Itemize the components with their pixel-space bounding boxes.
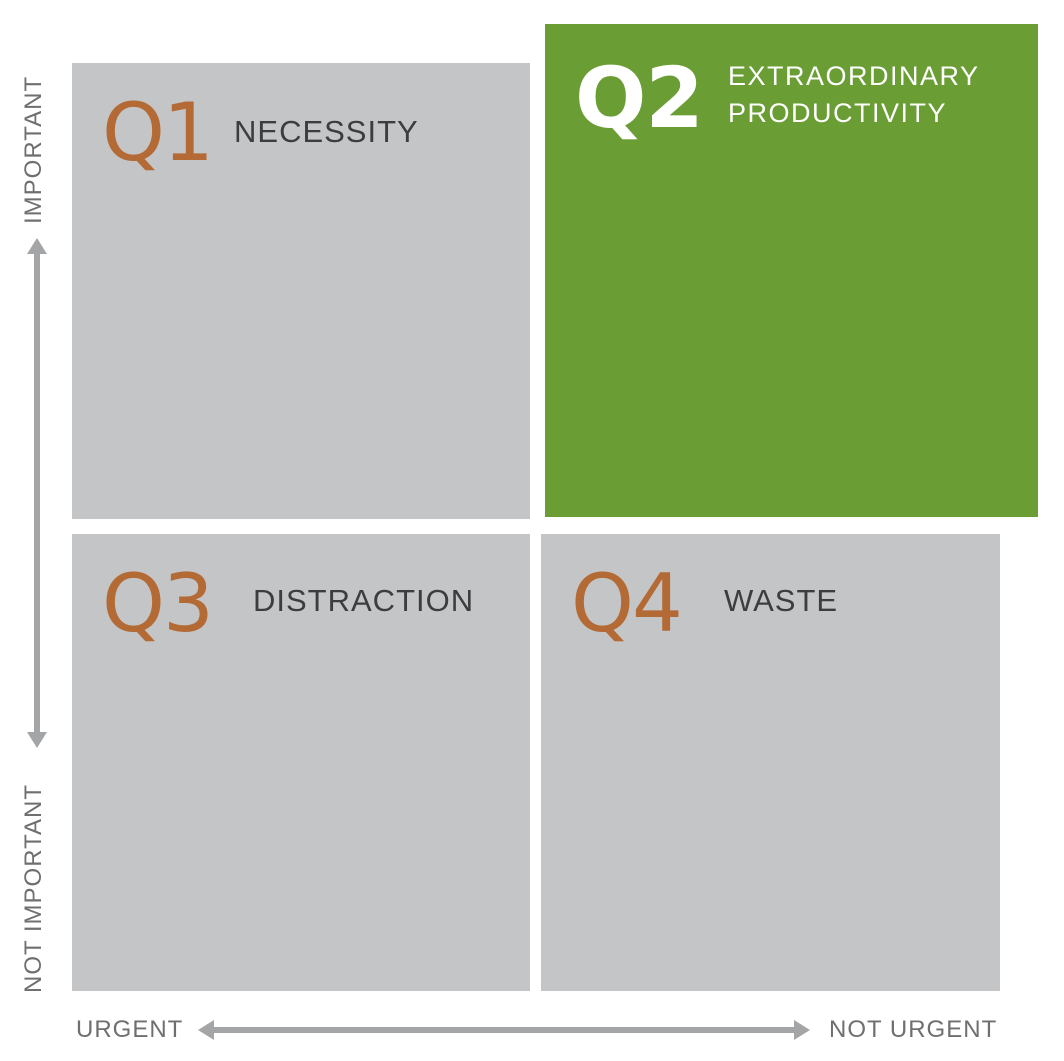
quadrant-q2: Q2 EXTRAORDINARY PRODUCTIVITY xyxy=(545,24,1038,517)
vertical-arrow-head-down xyxy=(27,732,47,748)
axis-label-not-urgent: NOT URGENT xyxy=(829,1016,998,1043)
vertical-double-arrow-icon xyxy=(27,238,47,748)
quadrant-q1-number: Q1 xyxy=(102,86,214,179)
quadrant-q2-title-line-2: PRODUCTIVITY xyxy=(728,98,948,128)
quadrant-q3-title: DISTRACTION xyxy=(253,583,475,618)
vertical-arrow-head-up xyxy=(27,238,47,254)
quadrant-q2-number: Q2 xyxy=(575,49,704,147)
axis-label-urgent: URGENT xyxy=(76,1016,184,1043)
horizontal-double-arrow-icon xyxy=(198,1020,810,1040)
horizontal-arrow-head-left xyxy=(198,1020,214,1040)
horizontal-arrow-head-right xyxy=(794,1020,810,1040)
quadrant-q1: Q1 NECESSITY xyxy=(72,63,530,519)
quadrant-q3: Q3 DISTRACTION xyxy=(72,534,530,991)
axis-label-important: IMPORTANT xyxy=(20,75,47,224)
quadrant-q2-title: EXTRAORDINARY PRODUCTIVITY xyxy=(728,58,980,132)
quadrant-q1-title: NECESSITY xyxy=(234,114,419,149)
quadrant-q3-number: Q3 xyxy=(102,557,214,650)
quadrant-q4: Q4 WASTE xyxy=(541,534,1000,991)
horizontal-arrow-shaft xyxy=(212,1027,796,1033)
quadrant-q4-title: WASTE xyxy=(724,583,839,618)
axis-label-not-important: NOT IMPORTANT xyxy=(20,783,47,993)
quadrant-q4-number: Q4 xyxy=(571,557,683,650)
quadrant-q2-title-line-1: EXTRAORDINARY xyxy=(728,61,980,91)
vertical-arrow-shaft xyxy=(34,252,40,734)
